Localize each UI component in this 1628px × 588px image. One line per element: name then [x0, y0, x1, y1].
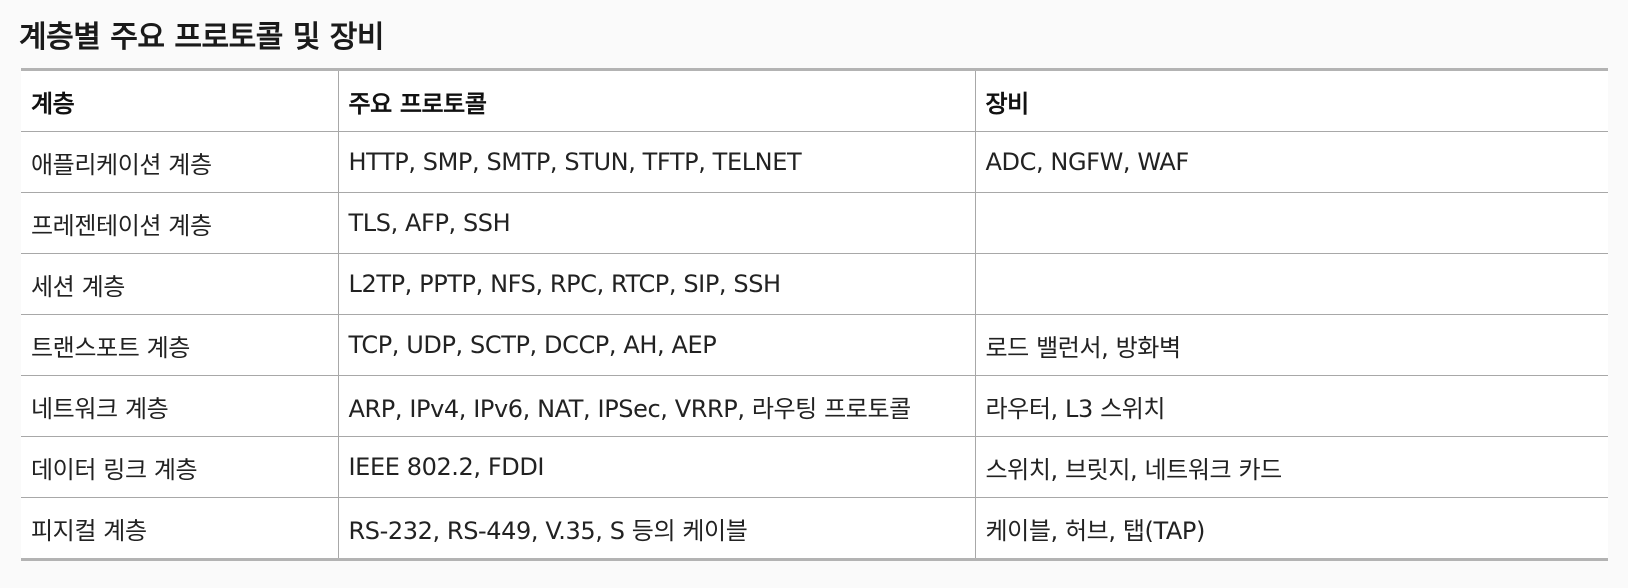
- protocols-cell: ARP, IPv4, IPv6, NAT, IPSec, VRRP, 라우팅 프…: [337, 375, 975, 437]
- layer-cell: 프레젠테이션 계층: [21, 192, 338, 254]
- devices-cell: 라우터, L3 스위치: [974, 375, 1608, 437]
- protocols-cell: TCP, UDP, SCTP, DCCP, AH, AEP: [337, 314, 975, 376]
- table-row: 데이터 링크 계층 IEEE 802.2, FDDI 스위치, 브릿지, 네트워…: [21, 436, 1608, 498]
- table-row: 프레젠테이션 계층 TLS, AFP, SSH: [21, 192, 1608, 254]
- devices-cell: 스위치, 브릿지, 네트워크 카드: [974, 436, 1608, 498]
- protocols-cell: IEEE 802.2, FDDI: [337, 436, 975, 498]
- table-row: 네트워크 계층 ARP, IPv4, IPv6, NAT, IPSec, VRR…: [21, 375, 1608, 437]
- devices-cell: [974, 253, 1608, 315]
- protocols-cell: HTTP, SMP, SMTP, STUN, TFTP, TELNET: [337, 131, 975, 193]
- protocols-cell: RS-232, RS-449, V.35, S 등의 케이블: [337, 497, 975, 560]
- protocol-table: 계층 주요 프로토콜 장비 애플리케이션 계층 HTTP, SMP, SMTP,…: [21, 68, 1608, 561]
- devices-cell: 로드 밸런서, 방화벽: [974, 314, 1608, 376]
- protocols-cell: L2TP, PPTP, NFS, RPC, RTCP, SIP, SSH: [337, 253, 975, 315]
- header-devices: 장비: [974, 69, 1608, 132]
- devices-cell: 케이블, 허브, 탭(TAP): [974, 497, 1608, 560]
- layer-cell: 애플리케이션 계층: [21, 131, 338, 193]
- layer-cell: 트랜스포트 계층: [21, 314, 338, 376]
- table-row: 애플리케이션 계층 HTTP, SMP, SMTP, STUN, TFTP, T…: [21, 131, 1608, 193]
- table-title: 계층별 주요 프로토콜 및 장비: [19, 20, 384, 55]
- table-row: 세션 계층 L2TP, PPTP, NFS, RPC, RTCP, SIP, S…: [21, 253, 1608, 315]
- table-row: 피지컬 계층 RS-232, RS-449, V.35, S 등의 케이블 케이…: [21, 497, 1608, 560]
- layer-cell: 세션 계층: [21, 253, 338, 315]
- header-layer: 계층: [21, 69, 338, 132]
- devices-cell: ADC, NGFW, WAF: [974, 131, 1608, 193]
- header-protocols: 주요 프로토콜: [337, 69, 975, 132]
- header-row: 계층 주요 프로토콜 장비: [21, 69, 1608, 132]
- layer-cell: 피지컬 계층: [31, 516, 147, 545]
- devices-cell: [974, 192, 1608, 254]
- layer-cell: 네트워크 계층: [21, 375, 338, 437]
- table-container: 계층 주요 프로토콜 장비 애플리케이션 계층 HTTP, SMP, SMTP,…: [21, 68, 1608, 561]
- layer-cell: 데이터 링크 계층: [21, 436, 338, 498]
- protocols-cell: TLS, AFP, SSH: [337, 192, 975, 254]
- table-row: 트랜스포트 계층 TCP, UDP, SCTP, DCCP, AH, AEP 로…: [21, 314, 1608, 376]
